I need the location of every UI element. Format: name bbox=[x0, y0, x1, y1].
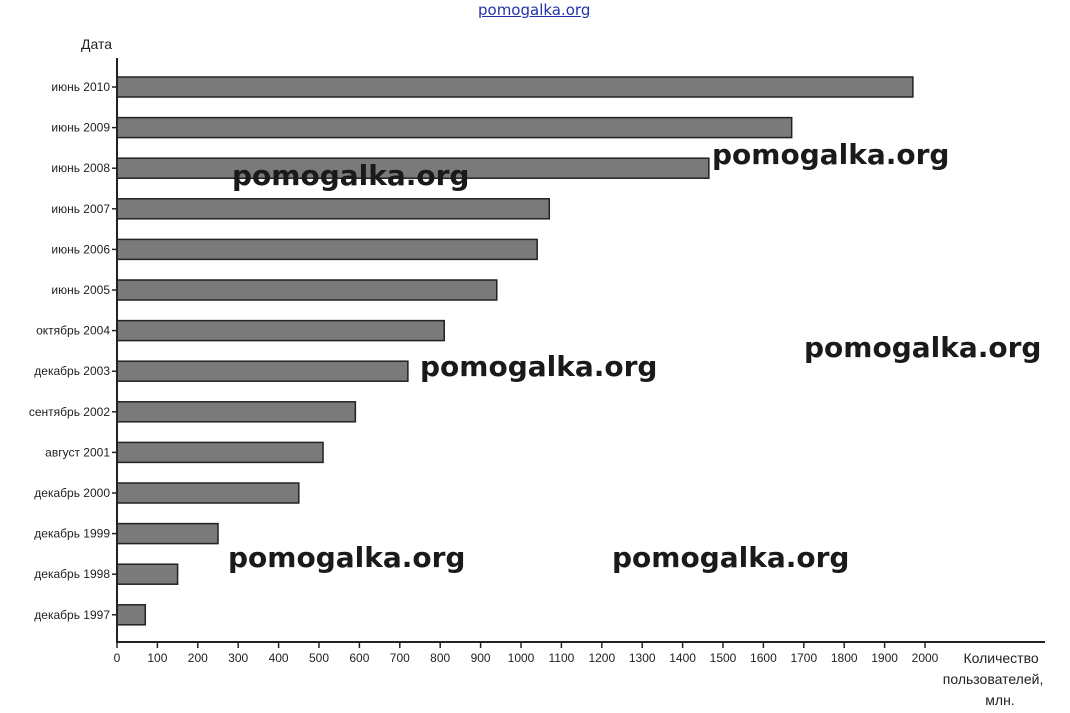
x-tick-label-3: 300 bbox=[228, 651, 248, 665]
bar-7 bbox=[116, 360, 409, 382]
x-tick-label-13: 1300 bbox=[629, 651, 656, 665]
x-tick-label-4: 400 bbox=[269, 651, 289, 665]
x-axis-title-line-1: Количество bbox=[963, 650, 1038, 666]
watermark-4: pomogalka.org bbox=[420, 350, 658, 383]
bar-8 bbox=[116, 401, 357, 423]
category-label-6: октябрь 2004 bbox=[36, 324, 110, 338]
bar-6 bbox=[116, 319, 445, 342]
x-tick-label-14: 1400 bbox=[669, 651, 696, 665]
x-axis-ticks: 0 100 200 300 400 500 600 700 800 900 1000 1100 1200… bbox=[114, 642, 939, 665]
bar-9 bbox=[116, 441, 324, 464]
x-tick-label-12: 1200 bbox=[588, 651, 615, 665]
x-tick-label-15: 1500 bbox=[710, 651, 737, 665]
watermark-3: pomogalka.org bbox=[804, 331, 1042, 364]
category-label-7: декабрь 2003 bbox=[34, 364, 110, 378]
category-label-8: сентябрь 2002 bbox=[29, 405, 110, 419]
category-label-10: декабрь 2000 bbox=[34, 486, 110, 500]
x-axis-title-line-3: млн. bbox=[985, 692, 1014, 708]
x-tick-label-7: 700 bbox=[390, 651, 410, 665]
x-tick-label-20: 2000 bbox=[912, 651, 939, 665]
x-tick-label-10: 1000 bbox=[508, 651, 535, 665]
bar-5 bbox=[116, 279, 498, 301]
category-label-12: декабрь 1998 bbox=[34, 567, 110, 581]
x-tick-label-19: 1900 bbox=[871, 651, 898, 665]
bar-12 bbox=[116, 563, 179, 585]
x-tick-label-2: 200 bbox=[188, 651, 208, 665]
bar-4 bbox=[116, 238, 538, 261]
x-tick-label-11: 1100 bbox=[548, 651, 574, 665]
x-tick-label-0: 0 bbox=[114, 651, 121, 665]
watermark-1: pomogalka.org bbox=[712, 138, 950, 171]
category-label-3: июнь 2007 bbox=[51, 202, 110, 216]
bar-13 bbox=[116, 604, 147, 626]
bar-0 bbox=[116, 76, 914, 98]
x-tick-label-1: 100 bbox=[147, 651, 167, 665]
x-axis-title-line-2: пользователей, bbox=[943, 671, 1044, 687]
watermark-5: pomogalka.org bbox=[228, 541, 466, 574]
x-tick-label-6: 600 bbox=[349, 651, 369, 665]
category-label-4: июнь 2006 bbox=[51, 242, 110, 256]
category-label-11: декабрь 1999 bbox=[34, 527, 110, 541]
bar-1 bbox=[116, 116, 793, 139]
category-labels: июнь 2010 июнь 2009 июнь 2008 июнь 2007 июнь… bbox=[29, 80, 117, 622]
y-axis-title: Дата bbox=[81, 36, 112, 52]
x-tick-label-17: 1700 bbox=[790, 651, 817, 665]
watermark-top: pomogalka.org bbox=[478, 1, 591, 19]
x-tick-label-5: 500 bbox=[309, 651, 329, 665]
category-label-0: июнь 2010 bbox=[51, 80, 110, 94]
bar-11 bbox=[116, 522, 219, 545]
category-label-13: декабрь 1997 bbox=[34, 608, 110, 622]
x-tick-label-18: 1800 bbox=[831, 651, 858, 665]
category-label-2: июнь 2008 bbox=[51, 161, 110, 175]
watermark-2: pomogalka.org bbox=[232, 159, 470, 192]
category-label-1: июнь 2009 bbox=[51, 121, 110, 135]
x-axis-title: Количество пользователей, млн. bbox=[943, 650, 1047, 708]
x-tick-label-16: 1600 bbox=[750, 651, 777, 665]
bar-3 bbox=[116, 198, 551, 220]
bar-10 bbox=[116, 482, 300, 504]
x-tick-label-8: 800 bbox=[430, 651, 450, 665]
watermark-6: pomogalka.org bbox=[612, 541, 850, 574]
x-tick-label-9: 900 bbox=[471, 651, 491, 665]
category-label-5: июнь 2005 bbox=[51, 283, 110, 297]
category-label-9: август 2001 bbox=[45, 445, 110, 459]
